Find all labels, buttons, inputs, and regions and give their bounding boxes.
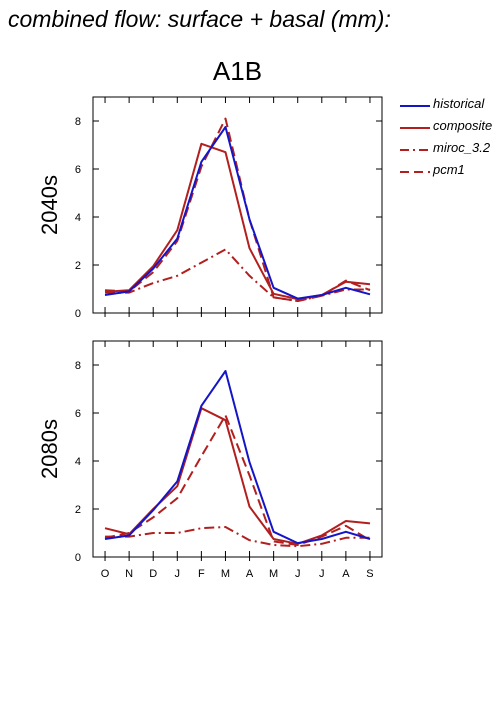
series-line-composite bbox=[104, 407, 371, 545]
series-line-miroc-3-2 bbox=[105, 526, 370, 548]
x-tick-label: F bbox=[198, 568, 205, 580]
y-tick-label: 4 bbox=[75, 212, 81, 224]
legend-item-pcm1: pcm1 bbox=[400, 162, 501, 184]
plot-frame bbox=[92, 96, 383, 314]
x-tick-label: N bbox=[125, 568, 133, 580]
x-tick-label: J bbox=[175, 568, 181, 580]
x-tick-label: J bbox=[295, 568, 301, 580]
x-tick-label: M bbox=[269, 568, 278, 580]
legend-item-miroc: miroc_3.2 bbox=[400, 140, 501, 162]
x-tick-label: A bbox=[342, 568, 350, 580]
legend-swatch-historical bbox=[400, 105, 430, 107]
panel-1: 0 2 4 6 8 2040s bbox=[37, 96, 383, 320]
y-tick-label: 6 bbox=[75, 164, 81, 176]
series-line-miroc-3-2 bbox=[105, 248, 370, 302]
legend-label-composite: composite bbox=[433, 118, 493, 133]
scenario-title: A1B bbox=[212, 56, 263, 86]
y-tick-label: 4 bbox=[75, 456, 81, 468]
x-tick-label: J bbox=[319, 568, 325, 580]
legend-item-composite: composite bbox=[400, 118, 501, 140]
x-tick-label: O bbox=[101, 568, 110, 580]
legend: historical composite miroc_3.2 pcm1 bbox=[400, 96, 501, 184]
legend-swatch-pcm1 bbox=[400, 171, 430, 173]
y-axis-title: 2040s bbox=[37, 175, 62, 235]
panel-2: 0 2 4 6 8 O N D J F M A M J J A S 2080s bbox=[37, 340, 383, 580]
series-line-pcm1 bbox=[104, 414, 371, 546]
y-tick-label: 6 bbox=[75, 408, 81, 420]
y-tick-label: 8 bbox=[75, 360, 81, 372]
y-tick-label: 0 bbox=[75, 308, 81, 320]
plot-frame bbox=[92, 340, 383, 558]
series-line-historical bbox=[104, 370, 371, 545]
legend-swatch-composite bbox=[400, 127, 430, 129]
legend-label-pcm1: pcm1 bbox=[433, 162, 465, 177]
x-tick-label: M bbox=[221, 568, 230, 580]
legend-label-miroc: miroc_3.2 bbox=[433, 140, 491, 155]
legend-label-historical: historical bbox=[433, 96, 485, 111]
figure-title: combined flow: surface + basal (mm): bbox=[8, 6, 391, 32]
y-tick-label: 8 bbox=[75, 116, 81, 128]
y-axis-title: 2080s bbox=[37, 419, 62, 479]
y-tick-label: 0 bbox=[75, 552, 81, 564]
legend-swatch-miroc bbox=[400, 149, 430, 151]
legend-item-historical: historical bbox=[400, 96, 501, 118]
x-tick-label: S bbox=[366, 568, 373, 580]
series-line-historical bbox=[104, 126, 371, 300]
x-tick-label: A bbox=[246, 568, 254, 580]
y-tick-label: 2 bbox=[75, 260, 81, 272]
x-tick-label: D bbox=[149, 568, 157, 580]
y-tick-label: 2 bbox=[75, 504, 81, 516]
